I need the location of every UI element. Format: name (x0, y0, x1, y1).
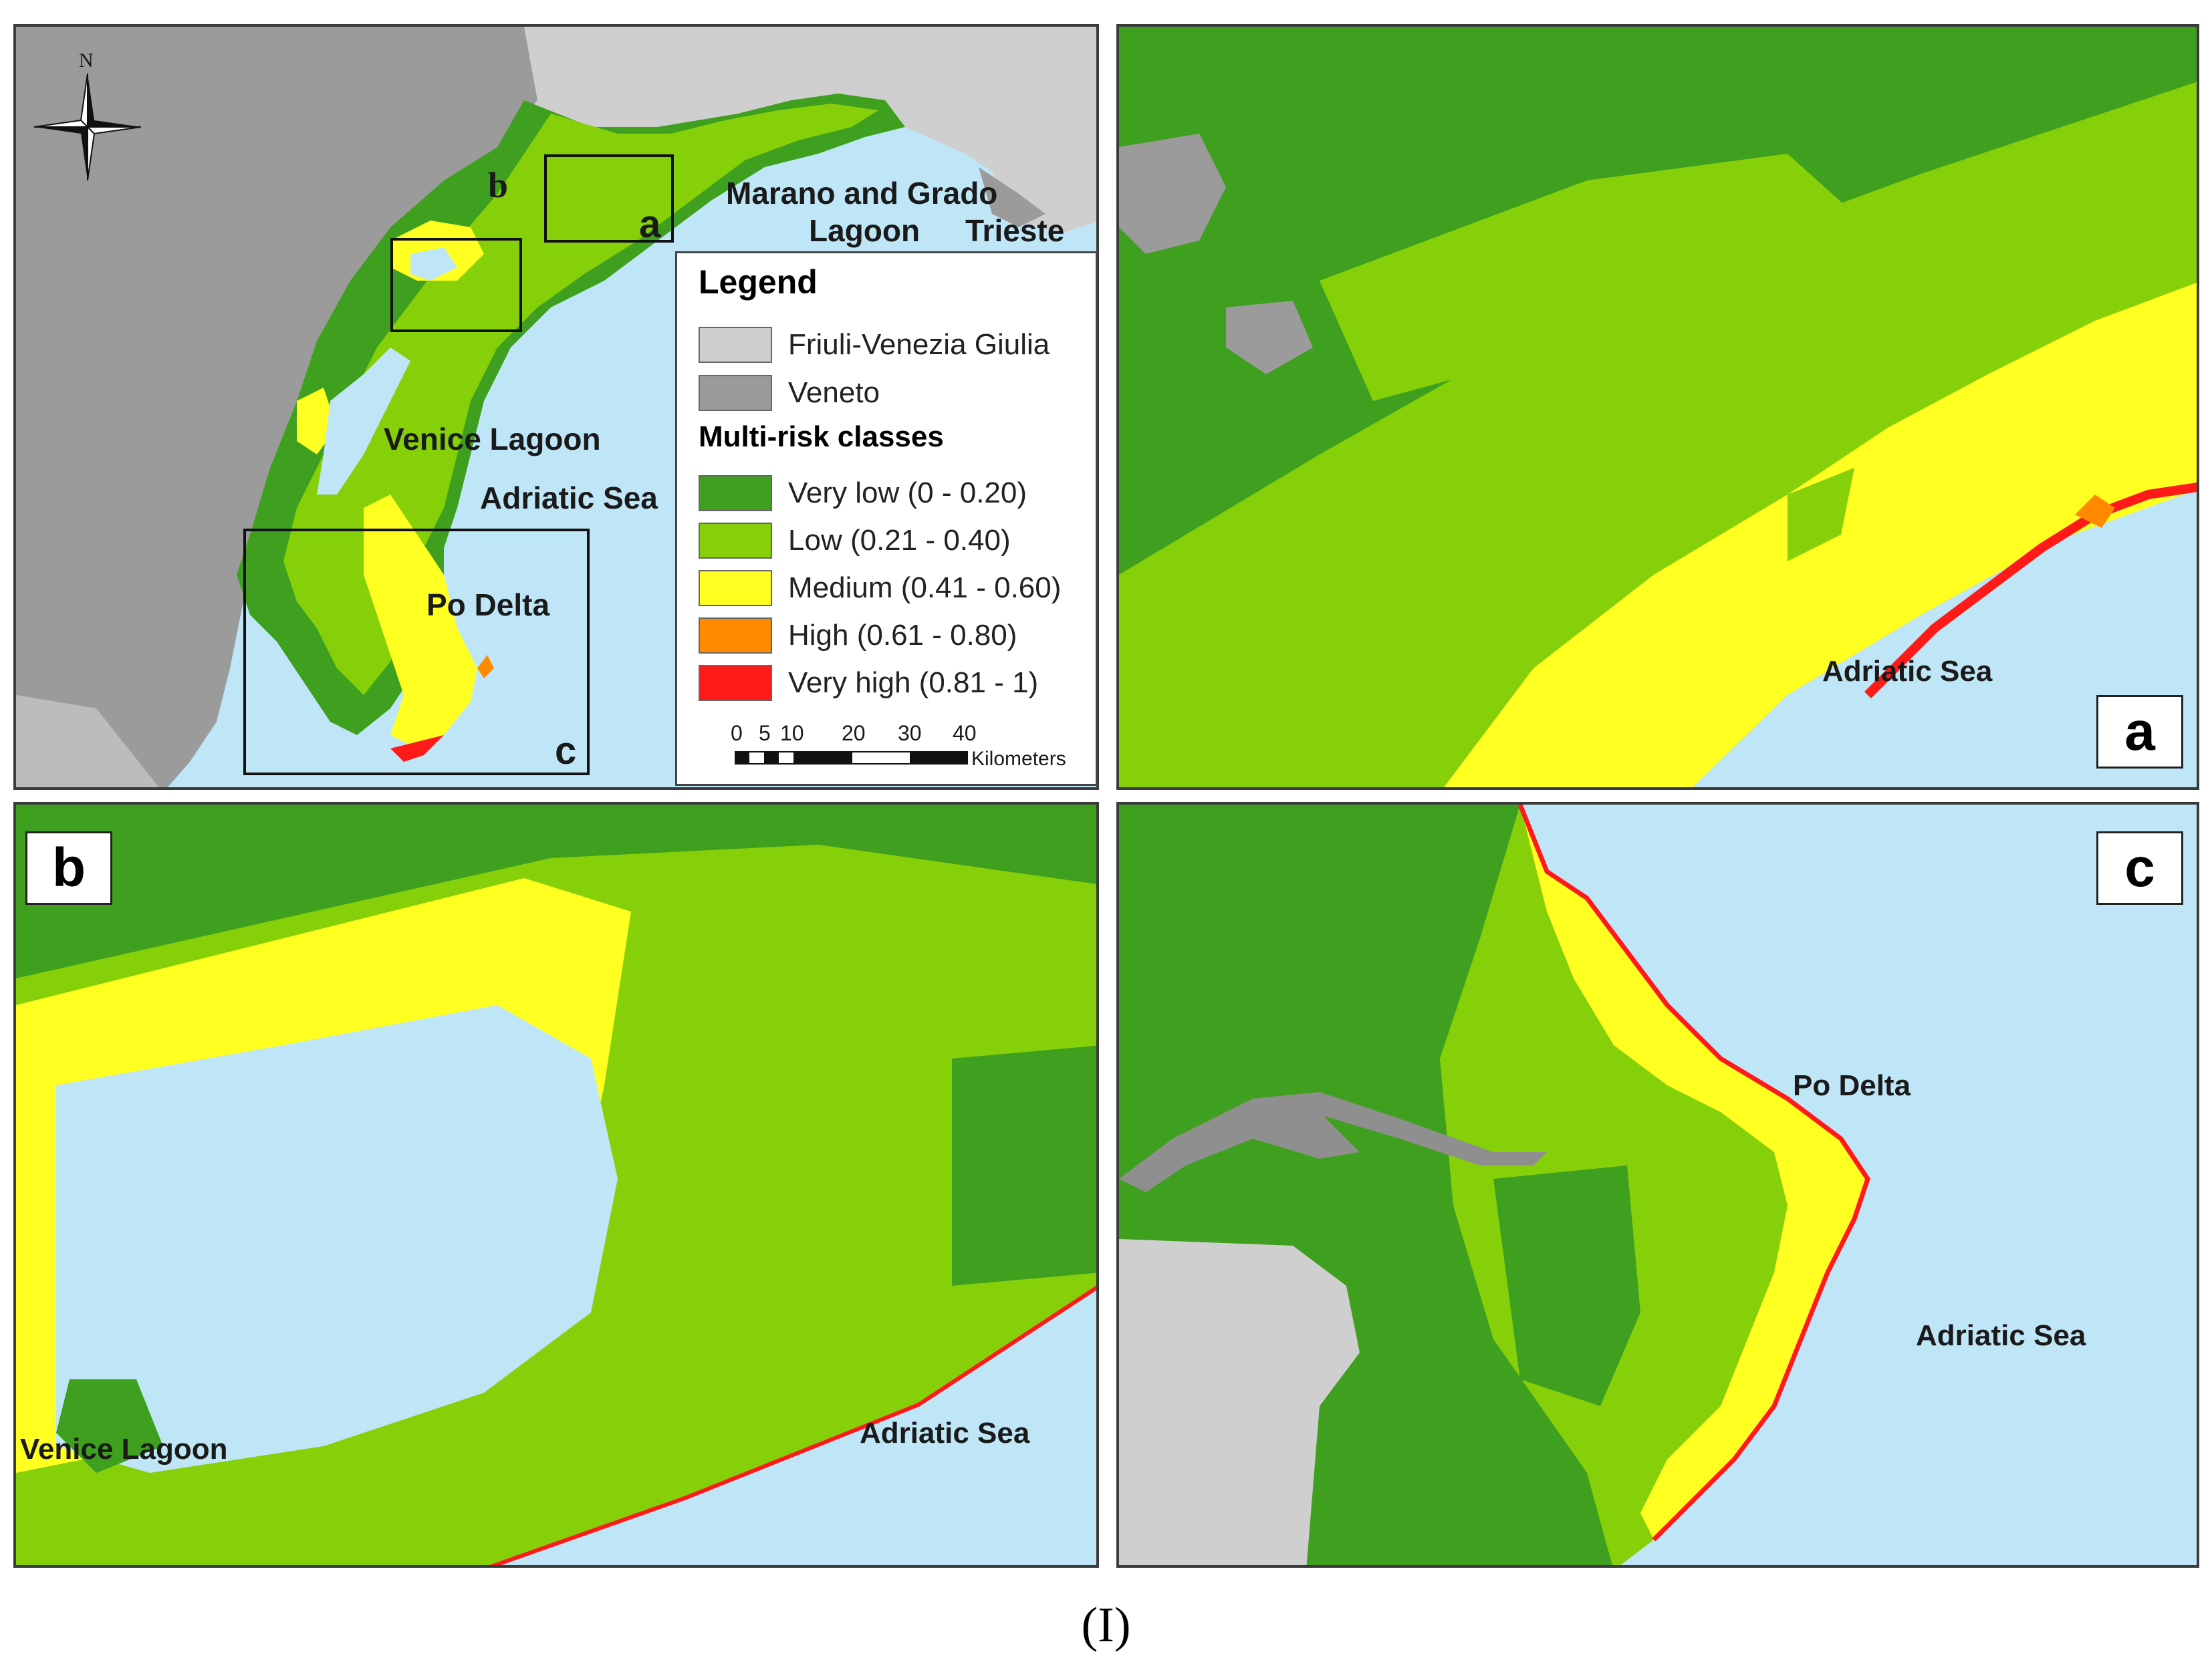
panel-b-lagoon-label: Venice Lagoon (20, 1433, 228, 1466)
legend-swatch (699, 617, 772, 654)
box-c-label: c (555, 729, 577, 773)
po-delta-label: Po Delta (426, 587, 550, 622)
legend-label: Very low (0 - 0.20) (788, 476, 1027, 509)
adriatic-sea-label: Adriatic Sea (480, 480, 658, 515)
panel-c-letter: c (2096, 831, 2183, 905)
legend-label: Very high (0.81 - 1) (788, 666, 1039, 699)
scale-unit: Kilometers (971, 748, 1066, 770)
coastal-medium-zone (364, 495, 477, 748)
panel-b: b Venice Lagoon Adriatic Sea (13, 802, 1099, 1568)
scale-bar: 0 5 10 20 30 40 Kilometers (724, 721, 1085, 775)
trieste-label: Trieste (965, 213, 1065, 248)
coastal-low-zone (283, 104, 878, 695)
legend-swatch (699, 523, 772, 559)
panel-a-letter: a (2096, 695, 2183, 769)
legend-label: Veneto (788, 376, 880, 409)
panel-c: c Po Delta Adriatic Sea (1116, 802, 2199, 1568)
panel-b-map (16, 805, 1096, 1565)
box-b-label: b (488, 165, 509, 205)
panel-a-sea-label: Adriatic Sea (1822, 655, 1993, 688)
panel-c-sea-label: Adriatic Sea (1916, 1319, 2086, 1352)
scale-tick: 10 (780, 721, 804, 745)
legend-swatch (699, 375, 772, 411)
north-label: N (79, 49, 94, 72)
legend-label: High (0.61 - 0.80) (788, 619, 1017, 652)
legend-swatch (699, 665, 772, 701)
legend-swatch (699, 475, 772, 511)
box-a (544, 154, 674, 243)
box-a-label: a (639, 202, 661, 246)
scale-bar-graphic (735, 751, 968, 765)
legend-swatch (699, 327, 772, 363)
lagoon-label: Lagoon (809, 213, 920, 248)
scale-tick: 5 (759, 721, 771, 745)
figure-caption: (I) (1081, 1598, 1131, 1653)
scale-tick: 0 (731, 721, 743, 745)
panel-b-sea-label: Adriatic Sea (860, 1417, 1030, 1449)
panel-a: Adriatic Sea a (1116, 24, 2199, 790)
legend-title: Legend (699, 263, 818, 301)
marano-grado-label: Marano and Grado (726, 176, 998, 211)
panel-b-letter: b (25, 831, 112, 905)
north-arrow-icon (33, 73, 142, 181)
scale-tick: 40 (953, 721, 977, 745)
panel-c-delta-label: Po Delta (1793, 1069, 1911, 1102)
friuli-region (484, 27, 1096, 227)
box-b (390, 238, 522, 332)
legend-label: Friuli-Venezia Giulia (788, 328, 1050, 361)
legend-swatch (699, 570, 772, 606)
veneto-region (16, 27, 537, 787)
legend-label: Medium (0.41 - 0.60) (788, 571, 1062, 604)
overview-map-panel: N Marano and Grado Lagoon Trieste Venice… (13, 24, 1099, 790)
scale-tick: 20 (842, 721, 866, 745)
box-c (243, 529, 590, 775)
map-legend: Legend Friuli-Venezia Giulia Veneto Mult… (675, 251, 1098, 786)
legend-classes-title: Multi-risk classes (699, 420, 944, 453)
scale-tick: 30 (898, 721, 922, 745)
venice-lagoon-label: Venice Lagoon (384, 422, 601, 456)
panel-a-map (1119, 27, 2197, 787)
legend-label: Low (0.21 - 0.40) (788, 524, 1011, 557)
panel-c-map (1119, 805, 2197, 1565)
overview-map (16, 27, 1096, 787)
